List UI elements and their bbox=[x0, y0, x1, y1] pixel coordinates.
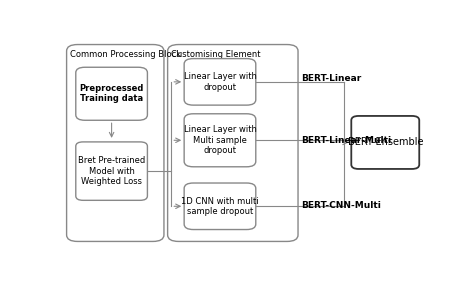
FancyBboxPatch shape bbox=[184, 183, 256, 230]
FancyBboxPatch shape bbox=[76, 67, 147, 120]
FancyBboxPatch shape bbox=[76, 142, 147, 200]
FancyBboxPatch shape bbox=[66, 44, 164, 241]
FancyBboxPatch shape bbox=[184, 114, 256, 167]
Text: Bret Pre-trained
Model with
Weighted Loss: Bret Pre-trained Model with Weighted Los… bbox=[78, 156, 145, 186]
Text: BERT-Linear-Multi: BERT-Linear-Multi bbox=[301, 136, 391, 145]
Text: Linear Layer with
Multi sample
dropout: Linear Layer with Multi sample dropout bbox=[183, 125, 256, 155]
Text: Preprocessed
Training data: Preprocessed Training data bbox=[80, 84, 144, 103]
FancyBboxPatch shape bbox=[351, 116, 419, 169]
Text: BERT-CNN-Multi: BERT-CNN-Multi bbox=[301, 201, 381, 210]
Text: Customising Element: Customising Element bbox=[171, 50, 261, 59]
Text: BERT-Ensemble: BERT-Ensemble bbox=[347, 137, 423, 148]
FancyBboxPatch shape bbox=[168, 44, 298, 241]
Text: Common Processing Block: Common Processing Block bbox=[70, 50, 182, 59]
Text: BERT-Linear: BERT-Linear bbox=[301, 74, 361, 83]
Text: 1D CNN with multi
sample dropout: 1D CNN with multi sample dropout bbox=[181, 197, 259, 216]
FancyBboxPatch shape bbox=[184, 59, 256, 105]
Text: Linear Layer with
dropout: Linear Layer with dropout bbox=[183, 72, 256, 92]
